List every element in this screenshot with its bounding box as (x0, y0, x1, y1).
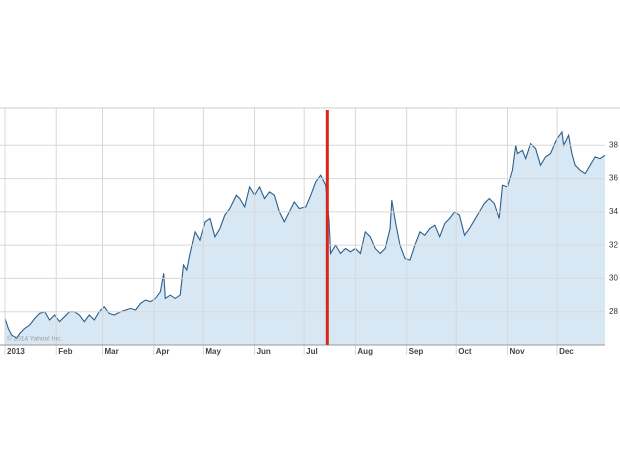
x-tick-label: May (205, 347, 221, 356)
y-tick-label: 32 (609, 240, 618, 249)
x-tick-label: Aug (357, 347, 373, 356)
x-tick-label: Jun (257, 347, 271, 356)
x-tick-label: Apr (156, 347, 170, 356)
x-tick-label: Nov (509, 347, 525, 356)
x-tick-label: Feb (58, 347, 72, 356)
y-tick-label: 36 (609, 174, 618, 183)
y-tick-label: 28 (609, 307, 618, 316)
x-tick-label: Dec (559, 347, 574, 356)
x-tick-label: 2013 (7, 347, 25, 356)
x-tick-label: Mar (105, 347, 119, 356)
y-tick-label: 30 (609, 274, 618, 283)
y-tick-label: 38 (609, 140, 618, 149)
x-tick-label: Oct (458, 347, 472, 356)
x-tick-label: Jul (306, 347, 318, 356)
price-line (4, 130, 606, 340)
y-tick-label: 34 (609, 207, 618, 216)
x-tick-label: Sep (409, 347, 424, 356)
copyright: © 2014 Yahoo! Inc. (7, 335, 62, 343)
area-fill (5, 132, 605, 345)
